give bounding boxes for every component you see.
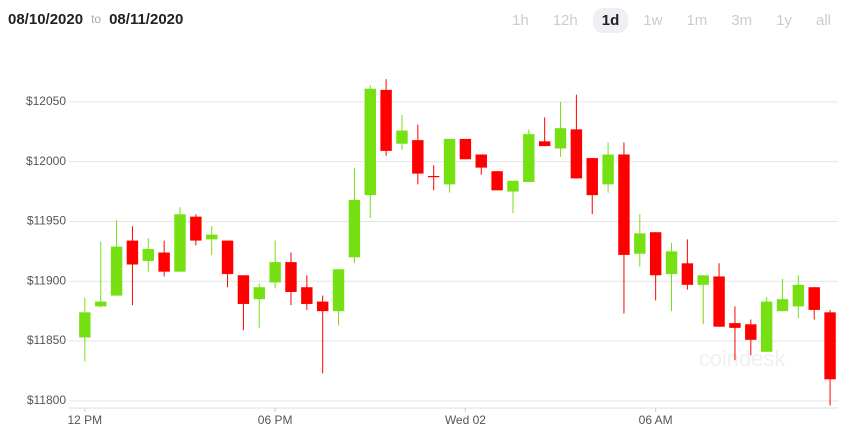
candle-body: [412, 140, 424, 174]
y-tick-label: $11950: [27, 214, 66, 228]
candle-body: [301, 287, 313, 304]
y-tick-label: $12050: [26, 94, 66, 108]
range-button[interactable]: 1h: [512, 12, 529, 29]
candle-body: [491, 171, 503, 191]
candle-body: [729, 323, 741, 328]
x-tick-label: 12 PM: [68, 413, 103, 427]
y-tick-label: $11850: [27, 333, 66, 347]
candle-body: [570, 129, 583, 179]
candle-body: [824, 312, 836, 380]
candle-body: [713, 276, 725, 327]
range-buttons: 1h 12h 1d 1w 1m 3m 1y all: [503, 8, 840, 33]
candle-body: [507, 180, 519, 192]
candle-body: [602, 154, 614, 185]
candle-body: [665, 251, 678, 275]
candle-body: [221, 240, 234, 275]
x-tick-label: 06 AM: [639, 413, 673, 427]
candle-body: [269, 262, 281, 283]
range-button[interactable]: 1w: [643, 12, 663, 29]
candle-body: [808, 287, 820, 310]
candle-body: [634, 233, 646, 254]
candle-body: [126, 240, 139, 265]
candle-body: [523, 134, 535, 182]
candle-body: [253, 287, 265, 300]
candle-body: [332, 269, 345, 312]
range-button[interactable]: 1d: [592, 8, 629, 33]
candle-body: [427, 176, 440, 178]
candle-body: [459, 138, 472, 160]
candle-body: [205, 234, 218, 240]
candle-body: [174, 214, 186, 272]
y-tick-label: $11900: [27, 273, 66, 287]
range-button[interactable]: 12h: [552, 12, 578, 29]
candle-body: [364, 88, 376, 196]
range-button[interactable]: 1m: [686, 12, 708, 29]
candle-body: [745, 324, 757, 340]
candle-body: [586, 158, 598, 196]
candle-body: [649, 232, 662, 276]
candle-body: [776, 299, 789, 312]
candle-body: [681, 263, 694, 285]
y-tick-label: $11800: [27, 393, 66, 407]
candle-body: [792, 284, 805, 307]
candle-body: [396, 130, 408, 144]
candle-body: [142, 248, 154, 261]
candle-body: [285, 262, 297, 292]
candle-body: [348, 199, 361, 258]
to-word: to: [91, 12, 102, 26]
candle-body: [538, 141, 551, 147]
candle-body: [237, 275, 250, 304]
candle-body: [158, 252, 170, 272]
candle-body: [760, 301, 773, 352]
candle-body: [95, 301, 107, 307]
candle-body: [316, 301, 329, 312]
range-button[interactable]: all: [815, 12, 831, 29]
candle-body: [380, 89, 392, 151]
watermark: coindesk: [699, 346, 787, 371]
date-from[interactable]: 08/10/2020: [8, 10, 84, 28]
candle-body: [554, 128, 567, 149]
range-button[interactable]: 3m: [731, 12, 753, 29]
candle-body: [443, 138, 456, 185]
candle-body: [79, 312, 91, 338]
candle-body: [190, 216, 202, 241]
candle-body: [618, 154, 630, 255]
candle-body: [475, 154, 487, 168]
range-button[interactable]: 1y: [776, 12, 792, 29]
date-to[interactable]: 08/11/2020: [109, 10, 184, 28]
candle-body: [110, 246, 123, 296]
x-tick-label: 06 PM: [258, 413, 293, 427]
y-tick-label: $12000: [26, 154, 66, 168]
x-tick-label: Wed 02: [445, 413, 486, 427]
date-range: 08/10/2020 to 08/11/2020: [8, 8, 183, 30]
candle-body: [697, 275, 709, 285]
